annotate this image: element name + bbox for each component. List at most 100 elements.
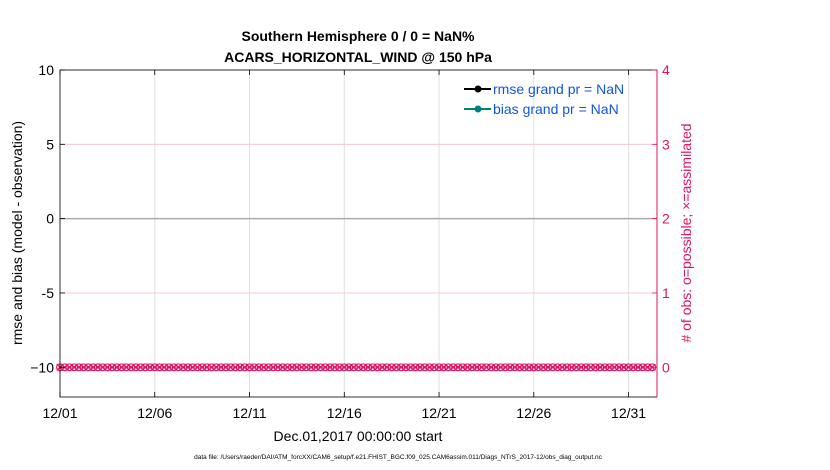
y-tick-label-right: 2 (662, 211, 670, 227)
obs-possible-circle (430, 363, 439, 372)
obs-possible-circle (150, 363, 159, 372)
obs-possible-circle (387, 363, 396, 372)
obs-possible-circle (553, 363, 562, 372)
obs-possible-circle (283, 363, 292, 372)
obs-possible-circle (231, 363, 240, 372)
y-tick-label-left: 0 (46, 211, 54, 227)
y-tick-label-right: 3 (662, 136, 670, 152)
obs-possible-circle (548, 363, 557, 372)
obs-possible-circle (84, 363, 93, 372)
obs-possible-circle (221, 363, 230, 372)
obs-possible-circle (202, 363, 211, 372)
obs-possible-circle (292, 363, 301, 372)
obs-possible-circle (359, 363, 368, 372)
legend: rmse grand pr = NaN bias grand pr = NaN (464, 81, 624, 117)
obs-possible-circle (193, 363, 202, 372)
obs-possible-circle (515, 363, 524, 372)
obs-possible-circle (326, 363, 335, 372)
obs-possible-circle (586, 363, 595, 372)
obs-possible-circle (378, 363, 387, 372)
obs-possible-circle (98, 363, 107, 372)
obs-possible-circle (510, 363, 519, 372)
legend-bias-marker (474, 105, 482, 113)
obs-possible-circle (572, 363, 581, 372)
data-layer (56, 217, 657, 372)
obs-possible-circle (207, 363, 216, 372)
obs-possible-circle (619, 363, 628, 372)
obs-possible-circle (212, 363, 221, 372)
obs-possible-circle (345, 363, 353, 372)
obs-possible-circle (117, 363, 126, 372)
obs-possible-circle (615, 363, 624, 372)
obs-possible-circle (491, 363, 500, 372)
y-tick-label-left: 10 (38, 62, 54, 78)
obs-possible-circle (103, 363, 112, 372)
obs-possible-circle (160, 363, 169, 372)
obs-possible-circle (321, 363, 330, 372)
obs-possible-circle (591, 363, 600, 372)
obs-possible-circle (340, 363, 349, 372)
obs-possible-circle (454, 363, 462, 372)
obs-possible-circle (501, 363, 510, 372)
y-tick-label-left: 5 (46, 136, 54, 152)
obs-possible-circle (264, 363, 273, 372)
y-tick-label-right: 0 (662, 359, 670, 375)
obs-possible-circle (406, 363, 415, 372)
obs-possible-circle (473, 363, 481, 372)
obs-possible-circle (629, 363, 638, 372)
obs-possible-circle (577, 363, 586, 372)
obs-possible-circle (610, 363, 619, 372)
obs-possible-circle (401, 363, 410, 372)
obs-possible-circle (70, 363, 79, 372)
obs-possible-circle (567, 363, 576, 372)
plot-area (60, 70, 657, 397)
obs-possible-circle (468, 363, 477, 372)
x-tick-label: 12/26 (516, 405, 551, 421)
legend-rmse-label: rmse grand pr = NaN (493, 81, 624, 97)
obs-possible-circle (487, 363, 496, 372)
obs-possible-circle (297, 363, 306, 372)
obs-possible-circle (506, 363, 515, 372)
obs-possible-circle (89, 363, 98, 372)
obs-possible-circle (534, 363, 543, 372)
obs-possible-circle (155, 363, 164, 372)
tick-layer: 12/01 12/06 12/11 12/16 12/21 12/26 12/311050-… (30, 62, 670, 421)
obs-possible-circle (108, 363, 117, 372)
obs-possible-circle (420, 363, 429, 372)
x-tick-label: 12/16 (327, 405, 362, 421)
obs-possible-circle (373, 363, 382, 372)
y-tick-label-right: 4 (662, 62, 670, 78)
obs-possible-circle (259, 363, 268, 372)
obs-possible-circle (302, 363, 311, 372)
obs-possible-circle (477, 363, 486, 372)
x-tick-label: 12/01 (42, 405, 77, 421)
obs-possible-circle (435, 363, 443, 372)
obs-possible-circle (250, 363, 259, 372)
obs-possible-circle (112, 363, 121, 372)
obs-possible-circle (364, 363, 372, 372)
obs-possible-circle (458, 363, 467, 372)
obs-possible-circle (624, 363, 633, 372)
obs-possible-circle (311, 363, 320, 372)
obs-possible-circle (255, 363, 263, 372)
obs-possible-circle (529, 363, 538, 372)
obs-possible-circle (183, 363, 192, 372)
y-tick-label-left: -5 (42, 285, 55, 301)
x-tick-label: 12/21 (422, 405, 457, 421)
y-axis-label-left: rmse and bias (model - observation) (9, 121, 25, 345)
obs-possible-circle (600, 363, 609, 372)
obs-possible-circle (563, 363, 571, 372)
obs-possible-circle (416, 363, 425, 372)
obs-possible-circle (643, 363, 652, 372)
obs-possible-circle (236, 363, 244, 372)
obs-possible-circle (444, 363, 453, 372)
obs-possible-circle (122, 363, 131, 372)
x-tick-label: 12/11 (233, 405, 267, 421)
obs-possible-circle (217, 363, 226, 372)
obs-possible-circle (449, 363, 458, 372)
obs-possible-circle (397, 363, 406, 372)
obs-possible-circle (188, 363, 197, 372)
y-tick-label-left: −10 (30, 359, 54, 375)
obs-possible-circle (93, 363, 102, 372)
obs-possible-circle (136, 363, 145, 372)
